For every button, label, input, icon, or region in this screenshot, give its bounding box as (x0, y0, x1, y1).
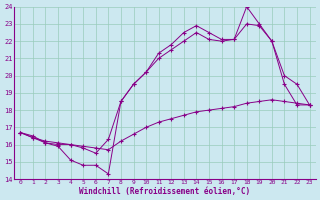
X-axis label: Windchill (Refroidissement éolien,°C): Windchill (Refroidissement éolien,°C) (79, 187, 251, 196)
